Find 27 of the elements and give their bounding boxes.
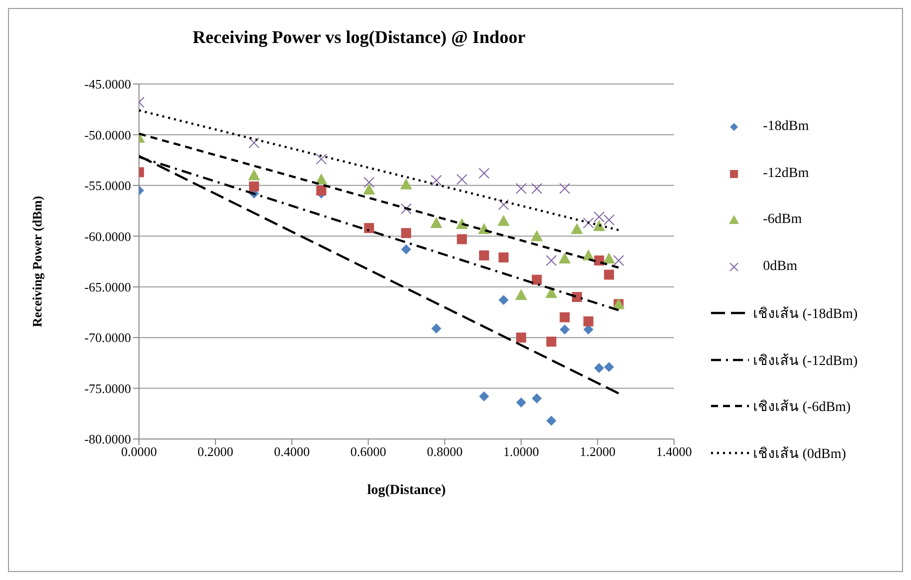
y-tick-label: -55.0000 [84, 178, 131, 194]
x-tick-label: 0.0000 [121, 444, 157, 460]
x-tick-label: 0.6000 [350, 444, 386, 460]
x-tick-label: 0.2000 [198, 444, 234, 460]
y-tick-label: -65.0000 [84, 279, 131, 294]
x-tick-label: 1.4000 [656, 444, 692, 460]
x-tick-label: 0.4000 [274, 444, 310, 460]
legend-label: -6dBm [763, 212, 802, 228]
y-tick-label: -70.0000 [84, 330, 131, 346]
legend-label: เชิงเส้น (-6dBm) [753, 398, 851, 418]
x-tick-label: 0.8000 [426, 444, 463, 460]
legend-label: เชิงเส้น (-18dBm) [753, 306, 858, 324]
legend-label: -18dBm [763, 119, 809, 136]
y-axis-title: Receiving Power (dBm) [30, 196, 45, 328]
y-tick-label: -75.0000 [84, 380, 131, 396]
x-tick-label: 1.0000 [503, 444, 540, 460]
y-tick-label: -50.0000 [84, 127, 131, 142]
y-tick-label: -80.0000 [84, 432, 131, 447]
chart-title: Receiving Power vs log(Distance) @ Indoor [192, 27, 526, 48]
legend-label: เชิงเส้น (0dBm) [753, 446, 846, 464]
legend-label: เชิงเส้น (-12dBm) [753, 352, 858, 371]
x-tick-label: 1.2000 [580, 444, 616, 460]
legend-label: -12dBm [763, 166, 809, 182]
y-tick-label: -60.0000 [84, 228, 131, 244]
x-axis-title: log(Distance) [367, 483, 446, 498]
y-tick-label: -45.0000 [84, 76, 131, 92]
legend-label: 0dBm [763, 258, 798, 275]
